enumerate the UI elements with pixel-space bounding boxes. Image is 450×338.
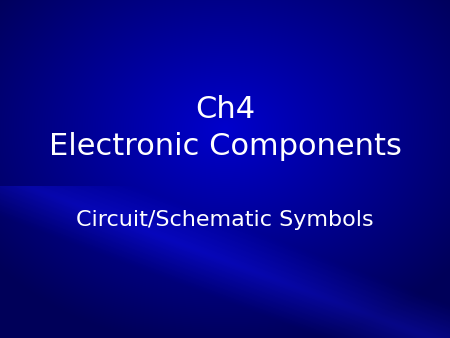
- Text: Circuit/Schematic Symbols: Circuit/Schematic Symbols: [76, 210, 374, 230]
- Text: Ch4
Electronic Components: Ch4 Electronic Components: [49, 95, 401, 162]
